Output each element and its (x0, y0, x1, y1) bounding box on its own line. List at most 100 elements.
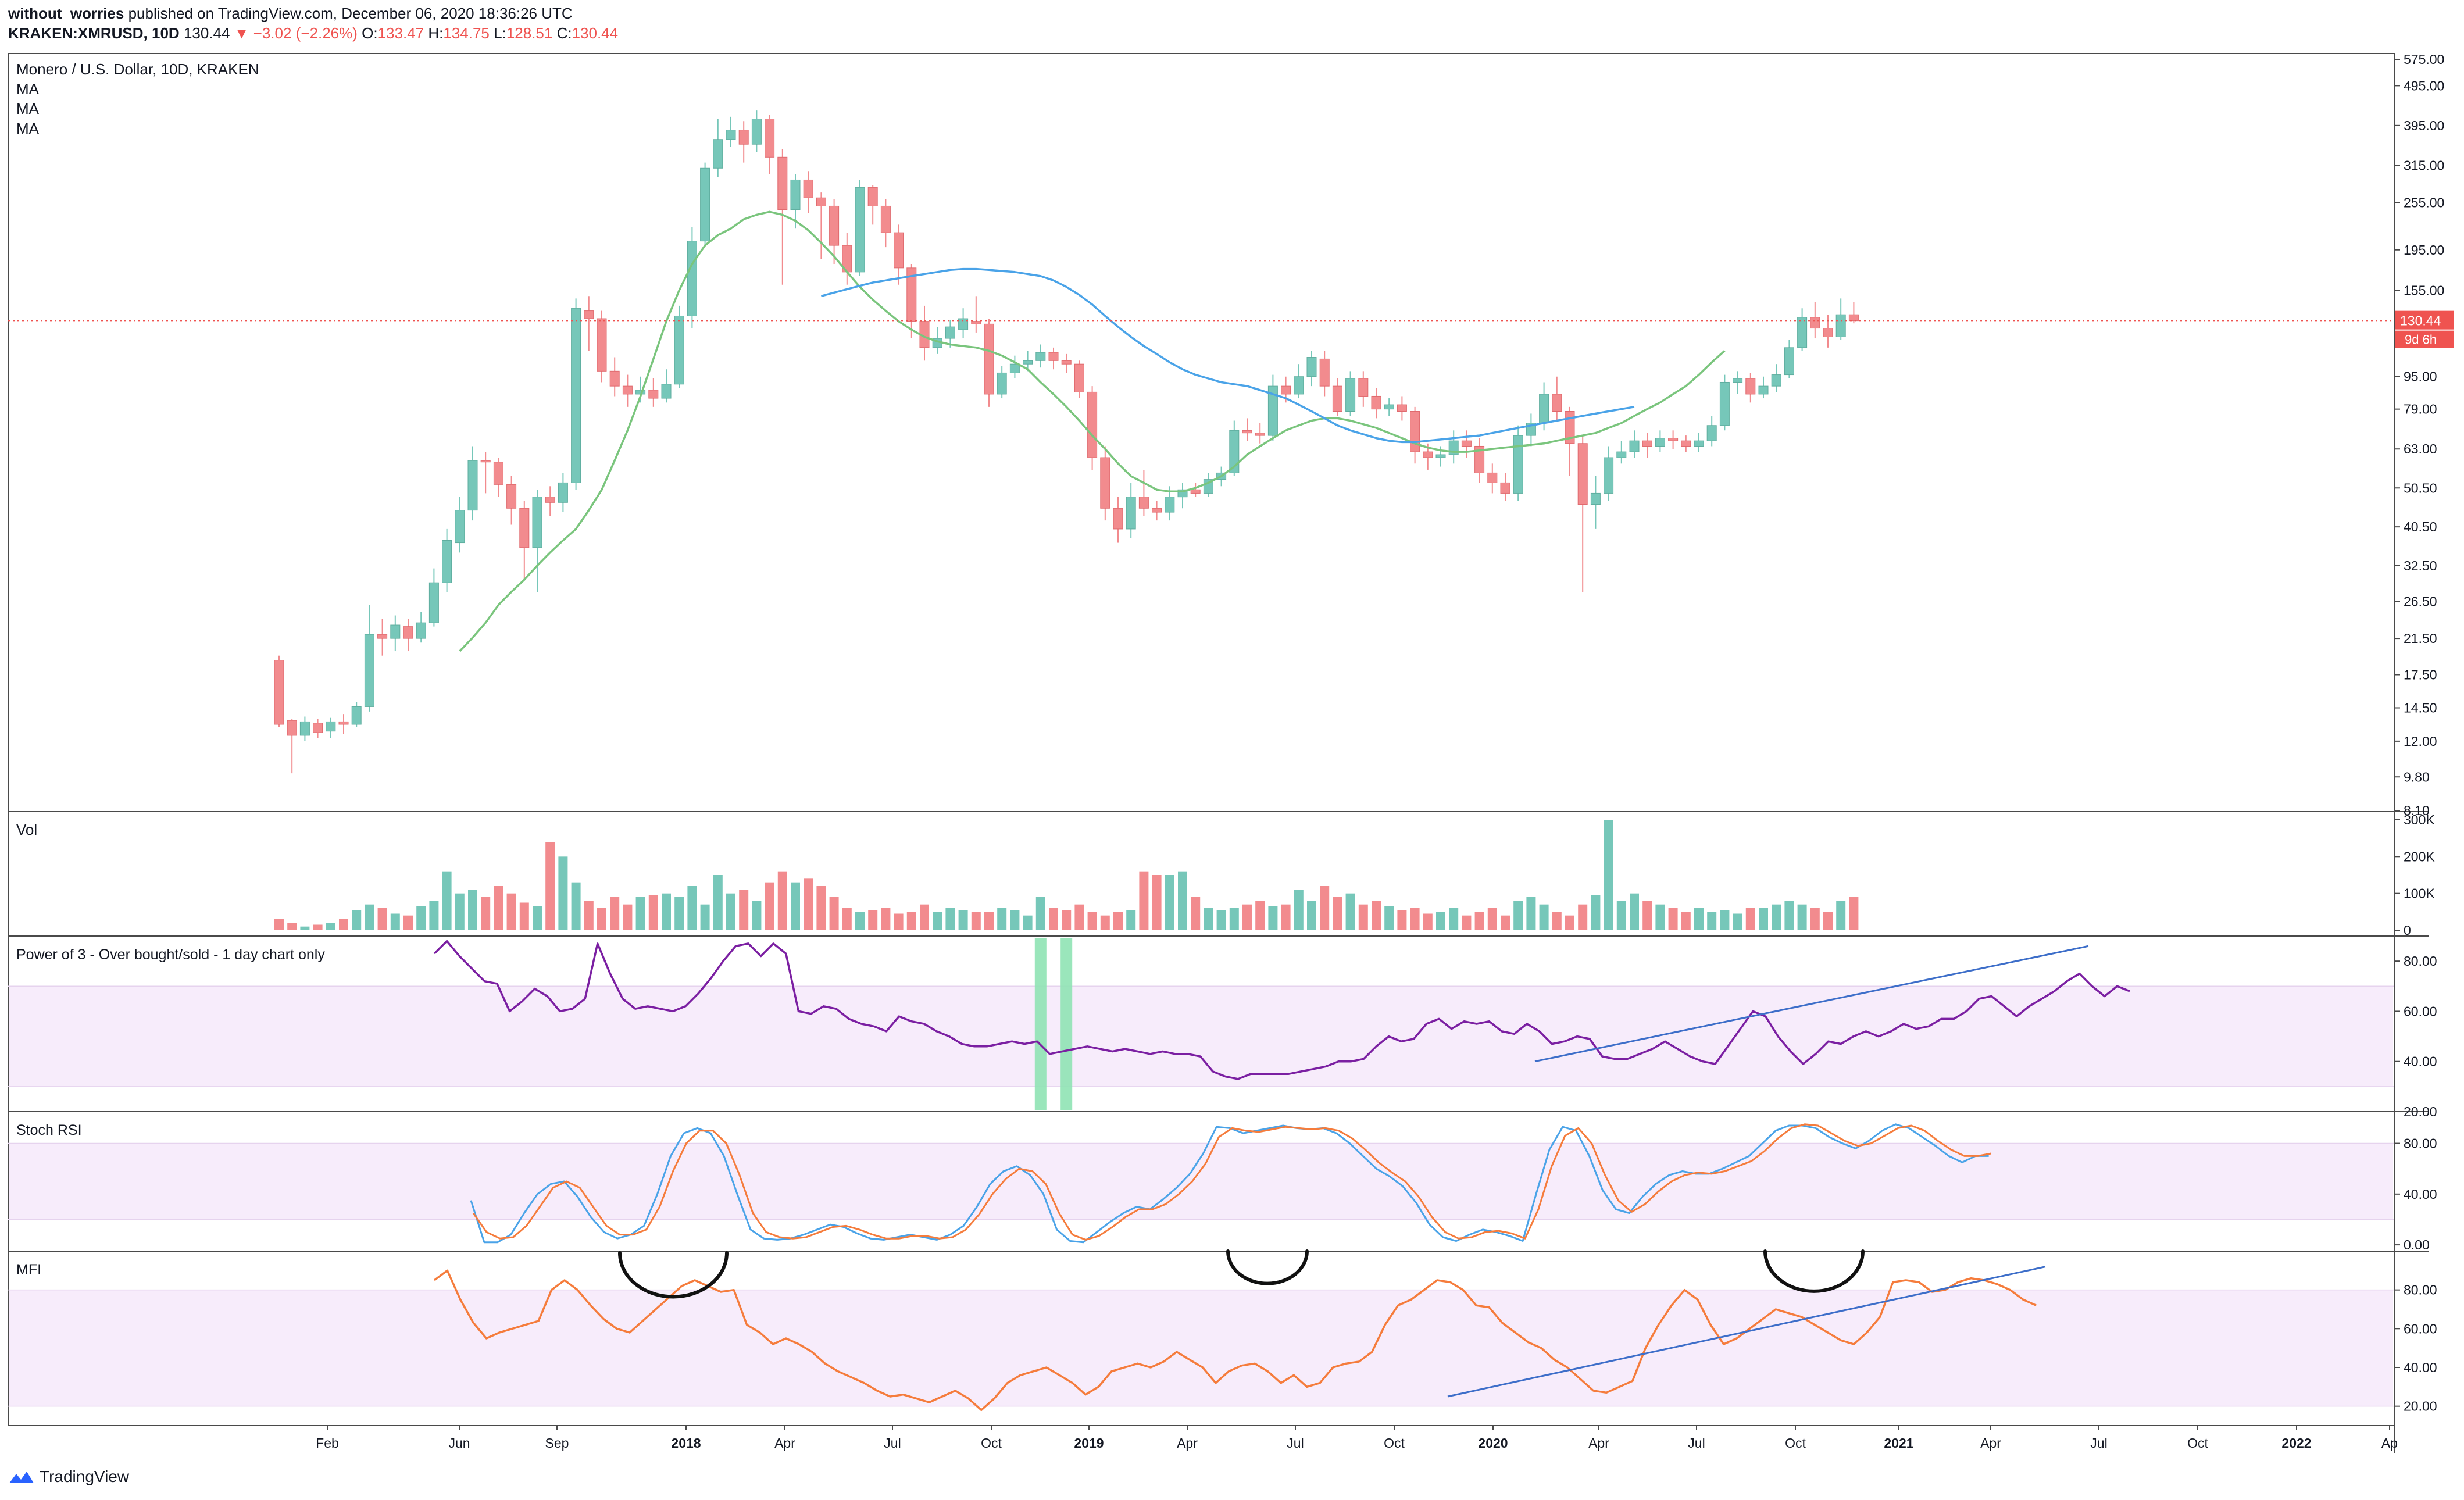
candle-body (403, 626, 413, 639)
candle-body (1810, 317, 1820, 329)
volume-bar (1810, 908, 1820, 930)
volume-title: Vol (16, 821, 37, 838)
volume-bar (455, 893, 465, 930)
volume-bar (1242, 904, 1252, 930)
last-price-label: 130.44 (2400, 313, 2441, 328)
price-tick-label: 40.50 (2404, 519, 2437, 534)
volume-bar (326, 923, 335, 930)
volume-bar (1797, 904, 1807, 930)
candle-body (906, 267, 917, 322)
volume-tick-label: 200K (2404, 849, 2435, 864)
candle-body (467, 460, 478, 511)
volume-bar (1681, 912, 1691, 930)
candle-body (1306, 357, 1317, 377)
volume-bar (494, 886, 503, 930)
brand-name: TradingView (40, 1467, 130, 1485)
candle-body (416, 622, 426, 639)
footer-brand[interactable]: TradingView (8, 1467, 129, 1486)
volume-bar (1487, 908, 1497, 930)
low-value: 128.51 (506, 24, 553, 42)
candle-body (1423, 451, 1433, 458)
candle-body (1745, 378, 1756, 395)
volume-bar (1074, 904, 1084, 930)
volume-bar (894, 913, 904, 930)
volume-bar (300, 926, 310, 930)
candle-body (1577, 443, 1588, 505)
candle-body (958, 318, 969, 330)
candle-body (1474, 445, 1485, 473)
time-tick-label: Oct (1785, 1435, 1806, 1451)
volume-bar (1720, 910, 1730, 930)
close-label: C: (556, 24, 572, 42)
volume-bar (1410, 908, 1420, 930)
candle-body (1590, 492, 1601, 505)
candle-body (790, 179, 801, 210)
last-price: 130.44 (183, 24, 230, 42)
ma-legend-label: MA (16, 80, 40, 98)
volume-bar (390, 913, 400, 930)
volume-bar (1655, 904, 1665, 930)
volume-bar (1010, 910, 1020, 930)
candle-body (700, 167, 710, 242)
volume-bar (648, 895, 658, 930)
high-label: H: (428, 24, 444, 42)
stoch-k-line (470, 1123, 1989, 1244)
volume-bar (519, 902, 529, 930)
price-tick-label: 14.50 (2404, 701, 2437, 716)
candle-body (609, 370, 620, 387)
candle-body (894, 232, 904, 269)
candle-body (674, 315, 684, 385)
ma-short-line (459, 210, 1726, 652)
volume-bar (287, 923, 297, 930)
symbol-label: KRAKEN:XMRUSD, 10D (8, 24, 180, 42)
candle-body (1797, 317, 1808, 348)
candle-body (751, 119, 762, 145)
tradingview-logo-icon (9, 1472, 34, 1483)
power3-tick-label: 60.00 (2404, 1003, 2437, 1019)
volume-bar (468, 890, 477, 930)
volume-bar (1333, 897, 1342, 930)
volume-bar (1384, 906, 1394, 930)
volume-bar (842, 908, 852, 930)
candle-body (1255, 433, 1265, 436)
time-tick-label: 2018 (671, 1435, 701, 1451)
candle-body (1152, 508, 1162, 513)
volume-bar (687, 886, 697, 930)
volume-bar (416, 906, 426, 930)
volume-tick-label: 0 (2404, 923, 2411, 938)
low-label: L: (494, 24, 506, 42)
price-tick-label: 79.00 (2404, 402, 2437, 417)
volume-bar (1294, 890, 1304, 930)
candle-body (1835, 314, 1846, 337)
author-name[interactable]: without_worries (8, 5, 124, 22)
volume-bar (1642, 901, 1652, 930)
candle-body (1461, 440, 1472, 447)
price-tick-label: 495.00 (2404, 78, 2444, 93)
candle-body (480, 460, 491, 463)
candle-body (648, 390, 659, 399)
volume-bar (1191, 897, 1201, 930)
volume-bar (1087, 912, 1097, 930)
power3-trendline (1534, 945, 2089, 1063)
price-tick-label: 8.10 (2404, 803, 2430, 818)
volume-bar (1062, 910, 1072, 930)
volume-bar (933, 912, 942, 930)
volume-bar (623, 904, 633, 930)
price-tick-label: 26.50 (2404, 594, 2437, 609)
candle-body (428, 582, 439, 623)
time-tick-label: 2021 (1884, 1435, 1913, 1451)
candle-body (1229, 430, 1240, 473)
volume-bar (1139, 871, 1149, 930)
volume-bar (816, 886, 826, 930)
candle-body (1371, 395, 1381, 410)
candle-body (1281, 385, 1291, 395)
volume-bar (1630, 893, 1639, 930)
candle-body (1629, 440, 1640, 452)
candle-body (493, 462, 503, 485)
volume-bar (1513, 901, 1523, 930)
volume-bar (1229, 908, 1239, 930)
volume-bar (713, 875, 723, 930)
volume-bar (1526, 897, 1536, 930)
price-tick-label: 12.00 (2404, 734, 2437, 749)
